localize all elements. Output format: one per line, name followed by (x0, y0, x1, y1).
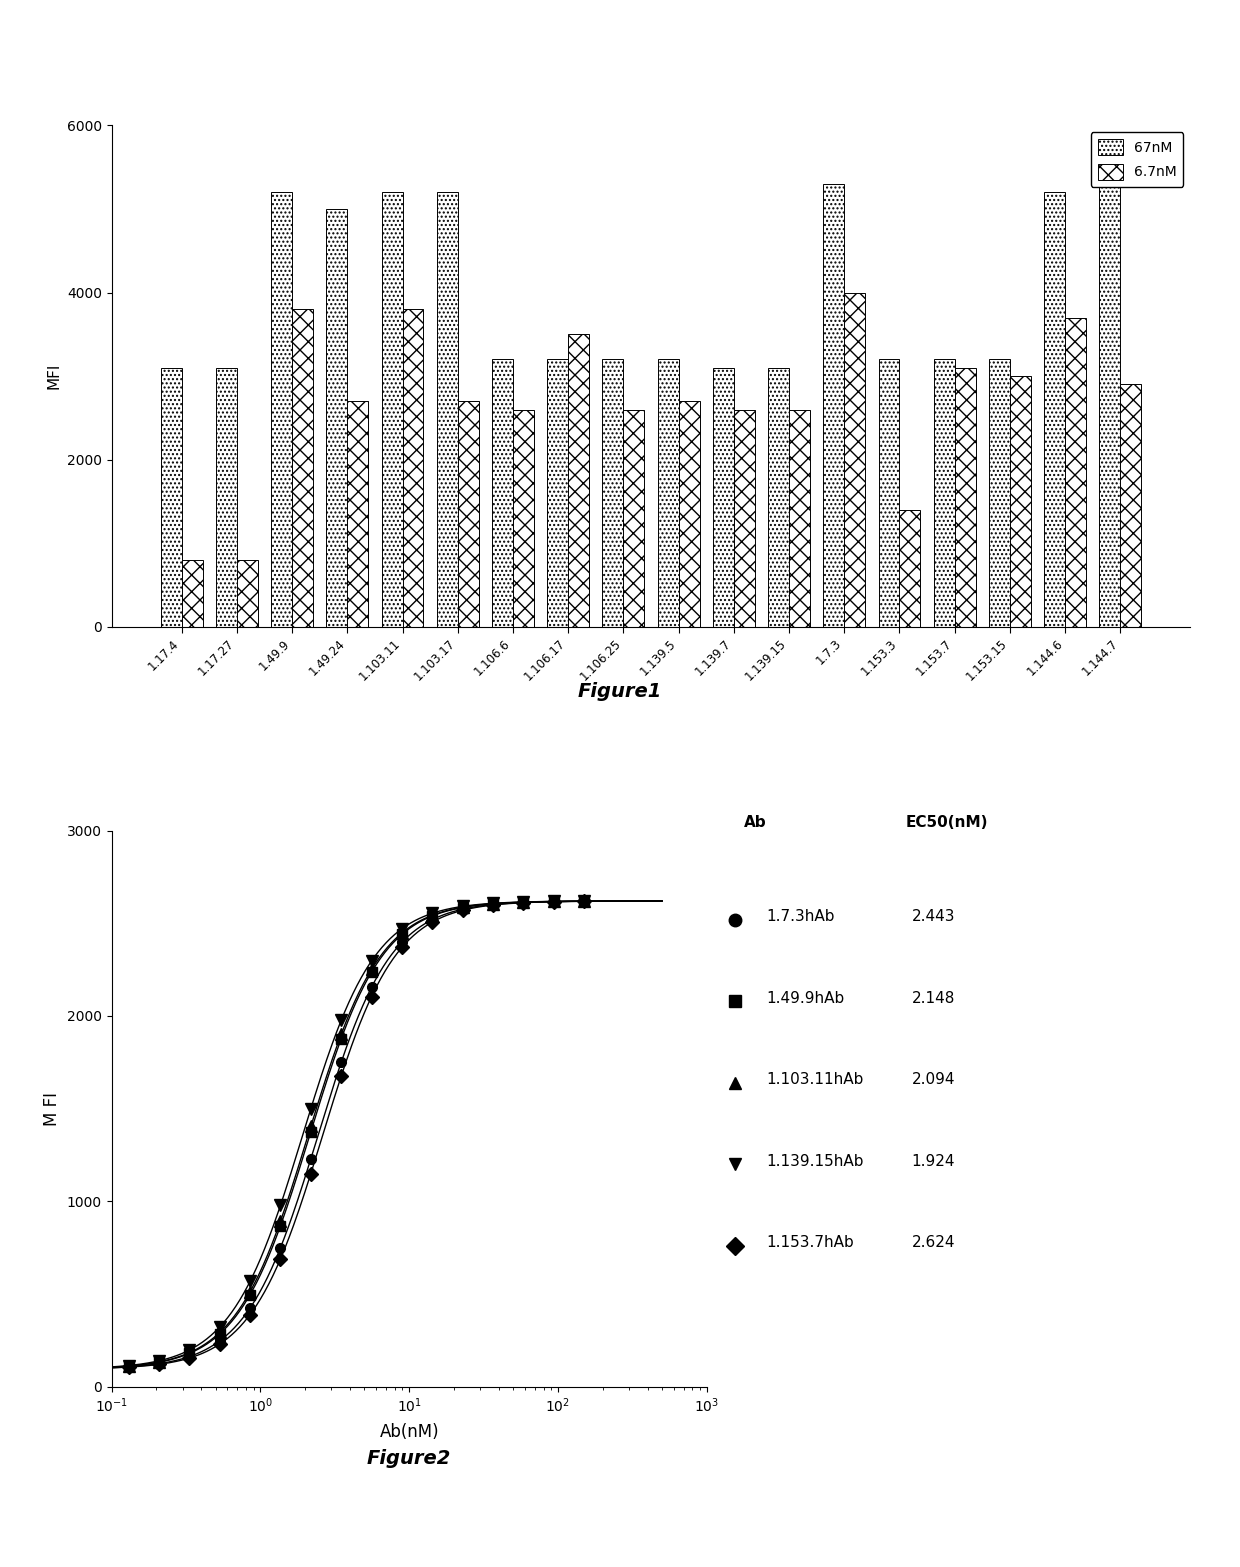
Bar (899, 509, 920, 627)
Bar (458, 401, 479, 627)
Bar (513, 409, 534, 627)
Text: 1.7.3hAb: 1.7.3hAb (766, 909, 835, 925)
Bar (547, 359, 568, 627)
Text: 1.924: 1.924 (911, 1153, 955, 1169)
Bar (293, 309, 312, 627)
Y-axis label: M FI: M FI (43, 1092, 61, 1125)
Text: 2.443: 2.443 (911, 909, 955, 925)
Bar (272, 193, 293, 627)
Bar (403, 309, 424, 627)
Text: 2.148: 2.148 (911, 990, 955, 1006)
Text: 2.624: 2.624 (911, 1235, 955, 1250)
Bar (955, 368, 976, 627)
Y-axis label: MFI: MFI (46, 364, 61, 389)
Bar (326, 208, 347, 627)
Bar (678, 401, 699, 627)
Bar (990, 359, 1009, 627)
Bar (1100, 183, 1121, 627)
Text: Ab: Ab (744, 815, 766, 831)
Bar (657, 359, 678, 627)
Text: EC50(nM): EC50(nM) (905, 815, 988, 831)
Bar (734, 409, 755, 627)
Bar (1044, 193, 1065, 627)
Text: Figure1: Figure1 (578, 682, 662, 700)
Bar (492, 359, 513, 627)
Bar (878, 359, 899, 627)
Bar (216, 368, 237, 627)
Bar (568, 334, 589, 627)
Legend: 67nM, 6.7nM: 67nM, 6.7nM (1091, 132, 1183, 186)
Bar (382, 193, 403, 627)
Bar (237, 559, 258, 627)
Bar (1065, 318, 1086, 627)
Bar (713, 368, 734, 627)
X-axis label: Ab(nM): Ab(nM) (379, 1423, 439, 1442)
Bar (161, 368, 181, 627)
Bar (347, 401, 368, 627)
Bar (789, 409, 810, 627)
Bar (1121, 384, 1141, 627)
Text: Figure2: Figure2 (367, 1449, 451, 1468)
Text: 1.139.15hAb: 1.139.15hAb (766, 1153, 864, 1169)
Bar (436, 193, 458, 627)
Bar (768, 368, 789, 627)
Text: 1.153.7hAb: 1.153.7hAb (766, 1235, 854, 1250)
Bar (1009, 376, 1030, 627)
Text: 1.49.9hAb: 1.49.9hAb (766, 990, 844, 1006)
Bar (844, 293, 866, 627)
Text: 1.103.11hAb: 1.103.11hAb (766, 1072, 864, 1087)
Bar (624, 409, 645, 627)
Bar (603, 359, 624, 627)
Bar (181, 559, 202, 627)
Bar (934, 359, 955, 627)
Text: 2.094: 2.094 (911, 1072, 955, 1087)
Bar (823, 183, 844, 627)
